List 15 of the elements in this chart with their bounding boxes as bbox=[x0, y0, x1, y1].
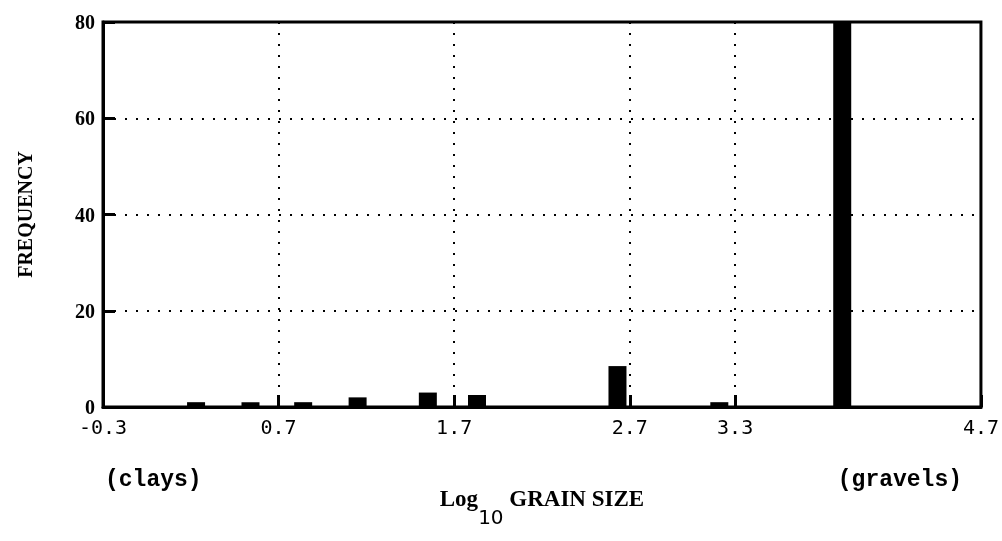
x-tick-label: 0.7 bbox=[260, 415, 297, 439]
y-tick-label: 80 bbox=[75, 11, 95, 33]
x-axis-title: Log10 GRAIN SIZE bbox=[439, 485, 645, 529]
text: (gravels) bbox=[837, 466, 963, 493]
y-axis-title: FREQUENCY bbox=[14, 150, 36, 278]
x-tick-label: 2.7 bbox=[611, 415, 648, 439]
y-tick-label: 0 bbox=[85, 396, 95, 418]
x-tick-label: 3.3 bbox=[717, 415, 754, 439]
y-tick-label: 20 bbox=[75, 299, 95, 322]
x-tick-label: 4.7 bbox=[962, 415, 999, 439]
y-tick-label: 40 bbox=[75, 203, 95, 226]
x-tick-label: 1.7 bbox=[436, 415, 473, 439]
text: (clays) bbox=[105, 466, 202, 493]
y-tick-label: 60 bbox=[75, 107, 95, 130]
x-tick-label: -0.3 bbox=[78, 415, 128, 439]
